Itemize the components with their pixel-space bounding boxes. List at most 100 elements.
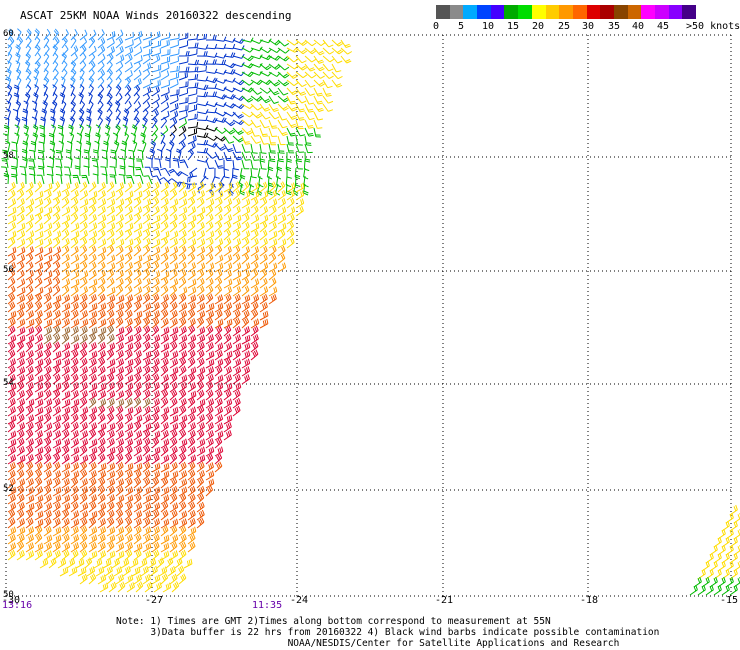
wind-barb [34,406,44,417]
scale-swatch [572,5,587,19]
wind-barb [16,198,25,209]
wind-barb [97,453,106,465]
wind-barb [214,437,223,449]
wind-barb [25,246,34,257]
wind-barb [115,37,124,49]
wind-barb [196,302,206,313]
wind-barb [151,365,160,377]
wind-barb [214,325,223,337]
wind-barb [241,213,250,225]
wind-barb [79,549,88,561]
wind-barb [717,576,726,588]
wind-barb [196,197,205,209]
wind-barb [142,32,152,41]
wind-barb [61,182,71,193]
wind-barb [267,183,273,196]
wind-barb [7,36,15,49]
wind-barb [61,406,71,417]
wind-barb [25,277,34,289]
wind-barb [72,174,81,185]
wind-barb [178,245,187,257]
wind-barb [34,518,44,529]
wind-barb [206,34,217,41]
wind-barb [61,269,70,281]
wind-barb [286,135,294,146]
wind-barb [52,494,62,505]
wind-barb [286,39,299,46]
wind-barb [79,502,89,513]
wind-barb [25,36,32,49]
wind-barb [196,326,206,337]
wind-barb [102,558,112,569]
wind-barb [124,301,133,313]
wind-barb [55,158,63,169]
wind-barb [79,525,88,537]
wind-barb [97,518,106,529]
wind-barb [169,95,179,105]
wind-barb [38,141,45,153]
wind-barb [156,557,165,569]
wind-barb [169,381,178,393]
wind-barb [178,510,188,521]
wind-barb [187,366,197,377]
wind-barb [205,405,214,417]
wind-barb [70,549,79,561]
wind-barb [277,127,288,136]
wind-barb [223,286,232,297]
wind-barb [232,135,245,143]
wind-barb [25,205,34,217]
wind-barb [250,341,259,353]
wind-barb [196,366,206,377]
wind-barb [286,229,295,241]
wind-barb [165,557,174,569]
wind-barb [115,68,123,81]
wind-barb [232,366,242,377]
wind-barb [196,398,206,409]
wind-barb [178,302,188,313]
wind-barb [169,198,179,209]
wind-barb [331,55,343,64]
wind-barb [241,317,250,329]
wind-barb [7,406,16,417]
wind-barb [160,389,169,401]
wind-barb [167,565,176,577]
wind-barb [178,478,188,489]
wind-barb [142,229,151,241]
wind-barb [151,116,158,129]
wind-barb [223,333,232,345]
wind-barb [162,582,172,593]
wind-barb [61,229,70,241]
wind-barb [106,108,113,121]
wind-barb [151,285,160,297]
wind-barb [241,190,251,201]
wind-barb [196,238,206,249]
wind-barb [79,213,88,225]
wind-barb [142,101,151,113]
wind-barb [124,358,134,369]
wind-barb [709,544,718,556]
wind-barb [79,461,88,473]
wind-barb [7,198,17,209]
wind-barb [277,143,285,154]
wind-barb [43,461,52,473]
wind-barb [196,213,205,225]
wind-barb [169,326,179,337]
wind-barb [25,502,35,513]
wind-barb [7,438,17,449]
wind-barb [79,237,88,249]
wind-barb [124,366,133,377]
wind-barb [160,317,169,329]
wind-barb [160,374,169,385]
wind-barb [106,550,116,561]
wind-barb [70,60,77,73]
wind-barb [169,509,178,521]
wind-barb [196,109,209,115]
wind-barb [257,167,263,180]
wind-barb [43,453,52,465]
wind-barb [160,110,170,121]
wind-barb [151,405,160,417]
wind-barb [25,357,34,369]
wind-barb [169,117,178,129]
latitude-tick-label: 52 [3,484,14,494]
wind-barb [205,285,214,297]
